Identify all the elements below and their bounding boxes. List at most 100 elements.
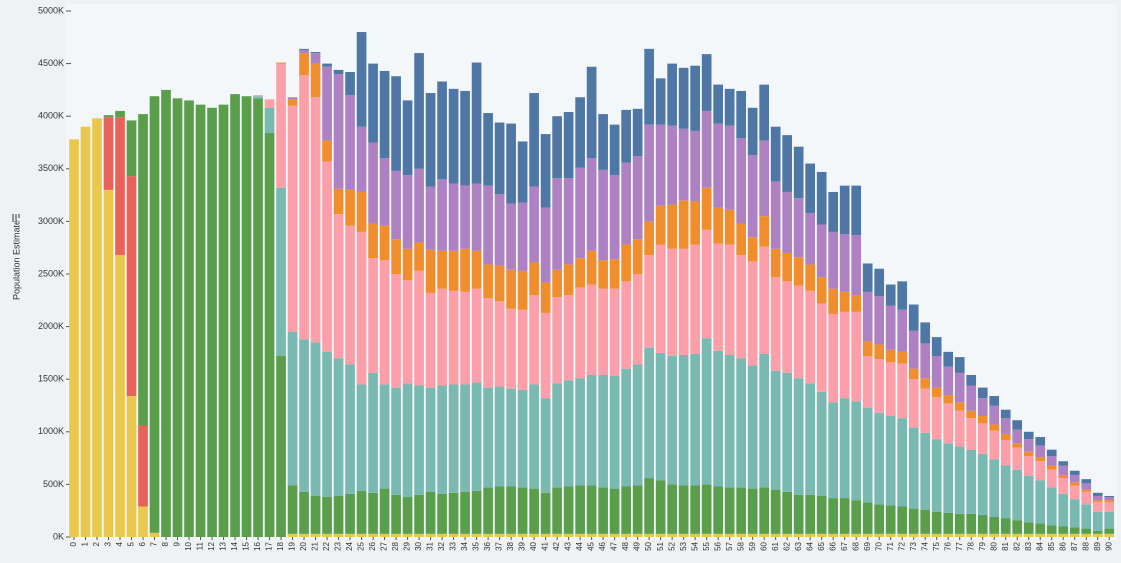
x-tick-label: 41	[541, 541, 550, 550]
bar-segment	[1035, 533, 1046, 537]
bar-segment	[632, 364, 643, 486]
x-tick-label: 14	[230, 541, 239, 550]
bar-segment	[690, 485, 700, 534]
x-tick-label: 48	[621, 541, 630, 550]
bar-segment	[747, 488, 758, 534]
bar-segment	[103, 189, 114, 537]
x-tick-label: 11	[196, 541, 205, 550]
bar-segment	[1012, 447, 1023, 470]
bar-segment	[552, 116, 562, 179]
bar-segment	[782, 491, 793, 534]
bar-segment	[368, 223, 378, 259]
bar-segment	[816, 303, 827, 392]
bar-segment	[851, 533, 862, 537]
bar-segment	[1023, 455, 1034, 476]
x-tick-label: 60	[759, 541, 768, 550]
bar-segment	[529, 488, 539, 534]
bar-segment	[391, 76, 401, 171]
bar-segment	[862, 533, 873, 537]
bar-segment	[402, 100, 413, 176]
bar-segment	[80, 126, 91, 537]
bar-segment	[621, 244, 631, 282]
bar-segment	[414, 53, 424, 169]
bar-segment	[770, 248, 781, 278]
bar-segment	[989, 533, 1000, 537]
bar-segment	[368, 492, 378, 534]
x-tick-label: 47	[610, 541, 619, 550]
x-tick-label: 78	[966, 541, 975, 550]
bar-segment	[782, 135, 793, 192]
bar-segment	[529, 93, 539, 187]
bar-segment	[299, 49, 309, 54]
x-tick-label: 28	[391, 541, 400, 550]
y-tick-label: 3500K	[38, 163, 64, 173]
x-tick-label: 73	[909, 541, 918, 550]
bar-segment	[908, 304, 919, 331]
bar-segment	[322, 533, 332, 537]
x-tick-label: 5	[127, 541, 136, 546]
bar-segment	[1092, 533, 1103, 537]
bar-segment	[897, 281, 908, 310]
bar-segment	[954, 372, 965, 403]
bar-segment	[345, 493, 355, 534]
bar-segment	[494, 486, 505, 534]
x-tick-label: 17	[265, 541, 274, 550]
x-tick-label: 26	[368, 541, 377, 550]
bar-segment	[310, 63, 321, 98]
bar-segment	[989, 430, 1000, 460]
x-tick-label: 68	[851, 541, 860, 550]
bar-segment	[379, 225, 390, 261]
bar-segment	[667, 356, 677, 485]
bar-segment	[517, 309, 528, 390]
bar-segment	[195, 104, 206, 538]
bar-segment	[977, 533, 988, 537]
bar-segment	[264, 99, 275, 108]
bar-segment	[1081, 504, 1092, 529]
bar-segment	[862, 291, 873, 342]
x-tick-label: 51	[656, 541, 665, 550]
bar-segment	[839, 234, 850, 292]
x-tick-label: 88	[1081, 541, 1090, 550]
bar-segment	[851, 185, 862, 236]
bar-segment	[690, 65, 700, 131]
bar-segment	[667, 125, 677, 205]
bar-segment	[172, 98, 183, 537]
bar-segment	[598, 169, 608, 261]
bar-segment	[1092, 495, 1103, 501]
bar-segment	[632, 485, 643, 534]
bar-segment	[586, 485, 597, 534]
bar-segment	[333, 495, 344, 534]
y-tick-label: 2500K	[38, 268, 64, 278]
bar-segment	[931, 397, 942, 440]
x-tick-label: 70	[874, 541, 883, 550]
bar-segment	[724, 487, 735, 534]
y-tick-label: 0K	[53, 531, 64, 541]
bar-segment	[483, 487, 493, 534]
bar-segment	[517, 533, 528, 537]
bar-segment	[264, 107, 275, 134]
x-tick-label: 67	[840, 541, 849, 550]
x-tick-label: 53	[679, 541, 688, 550]
bar-segment	[1046, 533, 1057, 537]
y-tick-label: 500K	[43, 479, 64, 489]
bar-segment	[966, 374, 977, 386]
bar-segment	[724, 533, 735, 537]
bar-segment	[678, 67, 689, 129]
bar-segment	[828, 191, 839, 232]
x-tick-label: 69	[863, 541, 872, 550]
bar-segment	[149, 532, 160, 537]
x-tick-label: 43	[564, 541, 573, 550]
bar-segment	[931, 439, 942, 512]
bar-segment	[1012, 520, 1023, 534]
bar-segment	[805, 533, 816, 537]
bar-segment	[1069, 499, 1080, 528]
bar-segment	[437, 385, 447, 494]
bar-segment	[632, 108, 643, 157]
bar-segment	[1023, 431, 1034, 440]
bar-segment	[724, 125, 735, 210]
bar-segment	[517, 141, 528, 203]
bar-segment	[299, 75, 309, 340]
bar-segment	[885, 349, 896, 363]
bar-segment	[1092, 511, 1103, 531]
x-tick-label: 18	[276, 541, 285, 550]
